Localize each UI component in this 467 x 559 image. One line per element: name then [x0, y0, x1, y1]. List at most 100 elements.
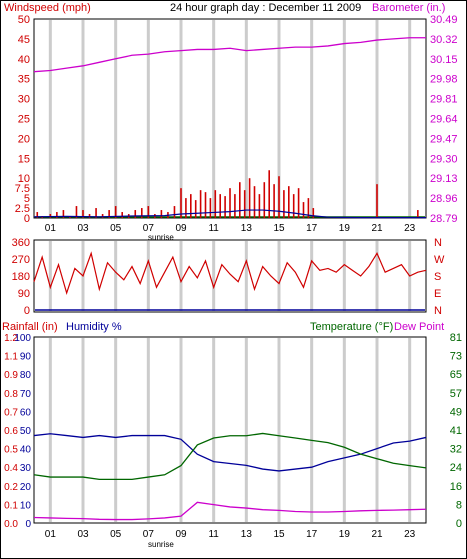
windspeed-tick-20: 20	[18, 133, 30, 145]
temperature-tick-16: 16	[450, 481, 462, 493]
temperature-tick-8: 8	[456, 499, 462, 511]
hour-label-17: 17	[306, 223, 318, 234]
rain-tick-6: 0.7	[4, 407, 18, 418]
windspeed-tick-45: 45	[18, 34, 30, 46]
humidity-tick-0: 0	[25, 519, 31, 530]
panel-2-frame	[33, 239, 427, 313]
panel-1-frame	[33, 18, 427, 219]
humidity-tick-70: 70	[20, 389, 32, 400]
humidity-tick-90: 90	[20, 352, 32, 363]
barometer-tick-29.64: 29.64	[430, 114, 458, 126]
rainfall-axis-title: Rainfall (in)	[2, 321, 58, 333]
panel-2-gridlines	[48, 241, 412, 311]
temperature-tick-labels: 0 8 16 24 32 41 49 57 65 73 81	[450, 332, 462, 530]
barometer-tick-29.81: 29.81	[430, 94, 458, 106]
hour-label-21: 21	[371, 529, 383, 540]
compass-tick-0: N	[434, 305, 442, 317]
direction-degree-labels: 0 90 180 270 360	[12, 237, 30, 317]
panel-3-frame	[33, 336, 427, 524]
direction-tick-270: 270	[12, 254, 30, 266]
rainfall-tick-labels: 0.0 0.1 0.2 0.4 0.5 0.6 0.7 0.8 0.9 1.1 1.2	[4, 333, 18, 530]
series-line-2	[33, 501, 427, 521]
hour-label-13: 13	[241, 223, 253, 234]
hour-label-19: 19	[339, 223, 351, 234]
windspeed-tick-35: 35	[18, 74, 30, 86]
rain-tick-1: 0.1	[4, 500, 18, 511]
panel-1-hour-labels: 01 03 05 07 09 11 13 15 17 19 21 23	[45, 223, 416, 234]
rain-tick-3: 0.4	[4, 463, 18, 474]
hour-label-01: 01	[45, 529, 57, 540]
humidity-tick-10: 10	[20, 500, 32, 511]
hour-label-13: 13	[241, 529, 253, 540]
temperature-tick-32: 32	[450, 444, 462, 456]
humidity-tick-100: 100	[14, 333, 31, 344]
wind-direction-line	[33, 251, 427, 296]
temperature-axis-title: Temperature (°F)	[310, 321, 393, 333]
hour-label-11: 11	[208, 223, 219, 234]
hour-label-09: 09	[175, 223, 187, 234]
barometer-tick-30.49: 30.49	[430, 14, 458, 26]
sunrise-label-top: sunrise	[148, 233, 174, 242]
compass-tick-1: E	[434, 288, 441, 300]
temperature-tick-81: 81	[450, 332, 462, 344]
hour-label-01: 01	[45, 223, 57, 234]
humidity-tick-50: 50	[20, 426, 32, 437]
windspeed-tick-7.5: 7.5	[15, 183, 30, 195]
barometer-tick-29.30: 29.30	[430, 153, 458, 165]
hour-label-03: 03	[77, 223, 89, 234]
panel-3-gridlines	[48, 338, 412, 522]
hour-label-05: 05	[110, 529, 122, 540]
windspeed-tick-0: 0	[24, 213, 30, 225]
windspeed-tick-40: 40	[18, 54, 30, 66]
barometer-tick-28.96: 28.96	[430, 193, 458, 205]
hour-label-19: 19	[339, 529, 351, 540]
temperature-tick-49: 49	[450, 406, 462, 418]
compass-tick-4: N	[434, 237, 442, 249]
barometer-tick-28.79: 28.79	[430, 213, 458, 225]
barometer-tick-29.47: 29.47	[430, 133, 458, 145]
compass-tick-3: W	[434, 254, 445, 266]
barometer-axis-title: Barometer (in.)	[372, 2, 445, 14]
series-line-1	[33, 432, 427, 481]
humidity-tick-labels: 0 10 20 30 40 50 60 70 80 90 100	[14, 333, 31, 530]
sunrise-label-bottom: sunrise	[148, 540, 174, 549]
direction-tick-0: 0	[24, 305, 30, 317]
windspeed-tick-labels: 02.557.510 15 20 25 30 35 40 45 50	[15, 14, 30, 225]
hour-label-23: 23	[404, 529, 416, 540]
hour-label-07: 07	[143, 223, 155, 234]
barometer-tick-30.32: 30.32	[430, 34, 458, 46]
direction-tick-90: 90	[18, 288, 30, 300]
direction-tick-180: 180	[12, 271, 30, 283]
barometer-tick-29.13: 29.13	[430, 173, 458, 185]
hour-label-21: 21	[371, 223, 383, 234]
panel-2-marks	[33, 251, 427, 311]
humidity-tick-60: 60	[20, 407, 32, 418]
humidity-tick-80: 80	[20, 370, 32, 381]
panel-1-marks	[33, 37, 426, 219]
direction-tick-360: 360	[12, 237, 30, 249]
hour-label-15: 15	[273, 223, 285, 234]
humidity-tick-30: 30	[20, 463, 32, 474]
temperature-tick-73: 73	[450, 351, 462, 363]
hour-label-05: 05	[110, 223, 122, 234]
hour-label-07: 07	[143, 529, 155, 540]
windspeed-tick-25: 25	[18, 114, 30, 126]
windspeed-axis-title: Windspeed (mph)	[4, 2, 91, 14]
hour-label-17: 17	[306, 529, 318, 540]
rain-tick-9: 1.1	[4, 352, 18, 363]
wind-average-line	[33, 209, 426, 219]
windspeed-tick-5: 5	[24, 193, 30, 205]
windspeed-tick-50: 50	[18, 14, 30, 26]
rain-tick-10: 1.2	[4, 333, 18, 344]
temperature-tick-0: 0	[456, 518, 462, 530]
barometer-line	[33, 37, 426, 73]
windspeed-tick-2.5: 2.5	[15, 203, 30, 215]
graph-title: 24 hour graph day : December 11 2009	[170, 2, 361, 14]
humidity-axis-title: Humidity %	[66, 321, 122, 333]
panel-3-hour-labels: 01 03 05 07 09 11 13 15 17 19 21 23	[45, 529, 416, 540]
humidity-tick-20: 20	[20, 482, 32, 493]
rain-tick-5: 0.6	[4, 426, 18, 437]
hour-label-15: 15	[273, 529, 285, 540]
